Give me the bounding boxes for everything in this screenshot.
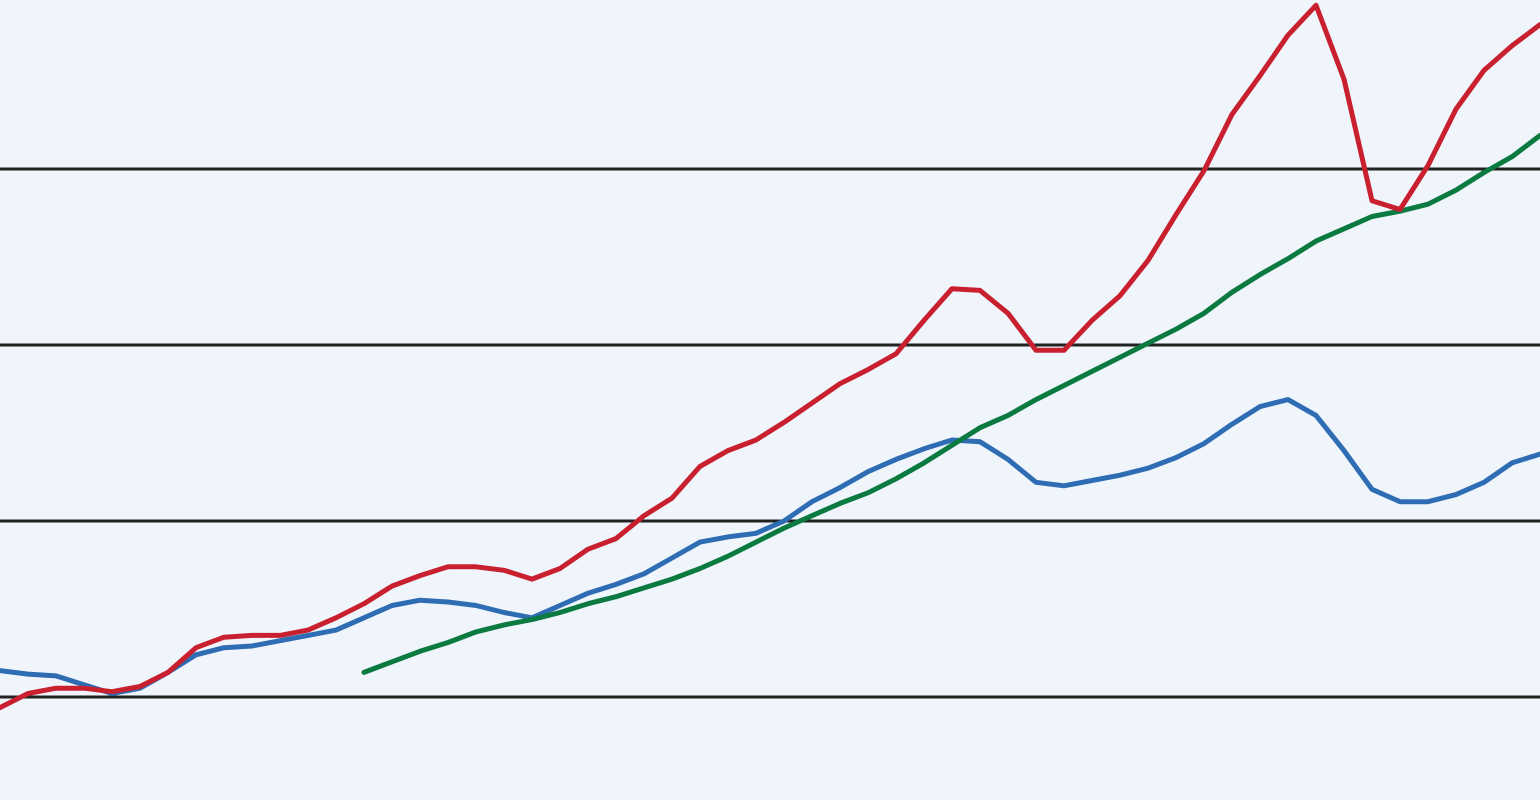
series-line [361,133,1540,675]
series-line [0,397,1540,696]
series-line [0,2,1540,711]
